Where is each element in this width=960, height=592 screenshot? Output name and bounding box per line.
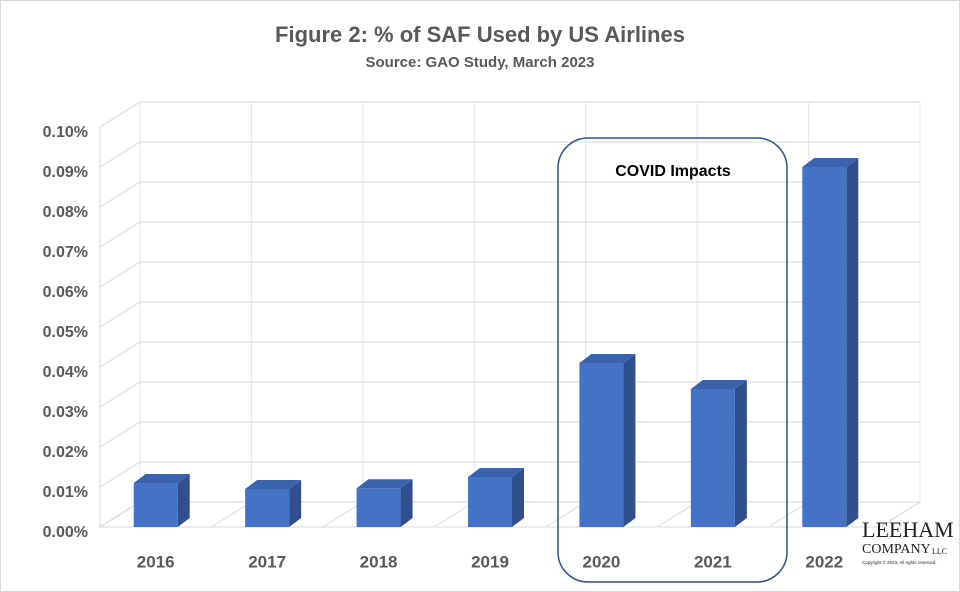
floor-divider [768,501,809,528]
x-tick-label: 2017 [248,552,286,571]
bar-side [846,158,859,527]
y-tick-label: 0.03% [43,404,88,421]
y-tick-label: 0.01% [43,484,88,501]
plot-area: 0.00% 0.01% 0.02% 0.03% 0.04% 0.05% 0.06% 0.07%… [43,101,922,571]
floor-divider [322,501,364,528]
bar-top [579,354,636,363]
bar [245,489,290,527]
y-tick-label: 0.06% [43,284,88,301]
y-tick-label: 0.05% [43,324,88,341]
x-tick-label: 2018 [360,552,398,571]
bar [133,483,178,527]
x-tick-label: 2016 [137,552,175,571]
bar [579,363,624,527]
logo-copyright: Copyright © 2023, All rights reserved. [862,559,937,565]
y-tick-label: 0.04% [43,364,88,381]
bar-top [468,468,524,477]
floor-divider [879,501,921,528]
y-tick-label: 0.00% [43,524,88,541]
bar-side [623,354,636,527]
bar [356,488,401,527]
bar-top [802,158,859,167]
bar-top [356,479,413,489]
bar-top [133,474,190,483]
chart-title: Figure 2: % of SAF Used by US Airlines [275,22,685,47]
floor-divider [99,501,141,528]
bar-side [289,480,302,527]
annotation: COVID Impacts [615,163,731,180]
bar-top [245,480,302,489]
floor-divider [211,501,252,528]
y-tick-label: 0.02% [43,444,88,461]
y-tick-label: 0.08% [43,204,88,221]
floor-divider [545,501,586,528]
bar [468,477,512,527]
floor-divider [434,501,475,528]
bar-side [400,479,413,527]
bar-side [512,468,524,527]
logo-line1: LEEHAM [862,517,954,542]
logo-line3: LLC [932,547,947,556]
y-tick-label: 0.07% [43,244,88,261]
bar-side [177,474,190,527]
x-tick-label: 2021 [694,552,732,571]
x-tick-label: 2020 [583,552,621,571]
y-tick-label: 0.09% [43,164,88,181]
covid-box [557,137,788,583]
logo: LEEHAM COMPANY LLC Copyright © 2023, All… [862,517,954,565]
logo-line2: COMPANY [862,542,931,557]
chart-subtitle: Source: GAO Study, March 2023 [366,54,595,71]
bar-top [690,380,747,389]
bar-side [734,380,747,527]
y-tick-label: 0.10% [43,124,88,141]
floor-divider [656,501,698,528]
x-tick-label: 2022 [805,552,843,571]
bar [690,389,735,527]
bar [802,167,847,527]
x-tick-label: 2019 [471,552,509,571]
